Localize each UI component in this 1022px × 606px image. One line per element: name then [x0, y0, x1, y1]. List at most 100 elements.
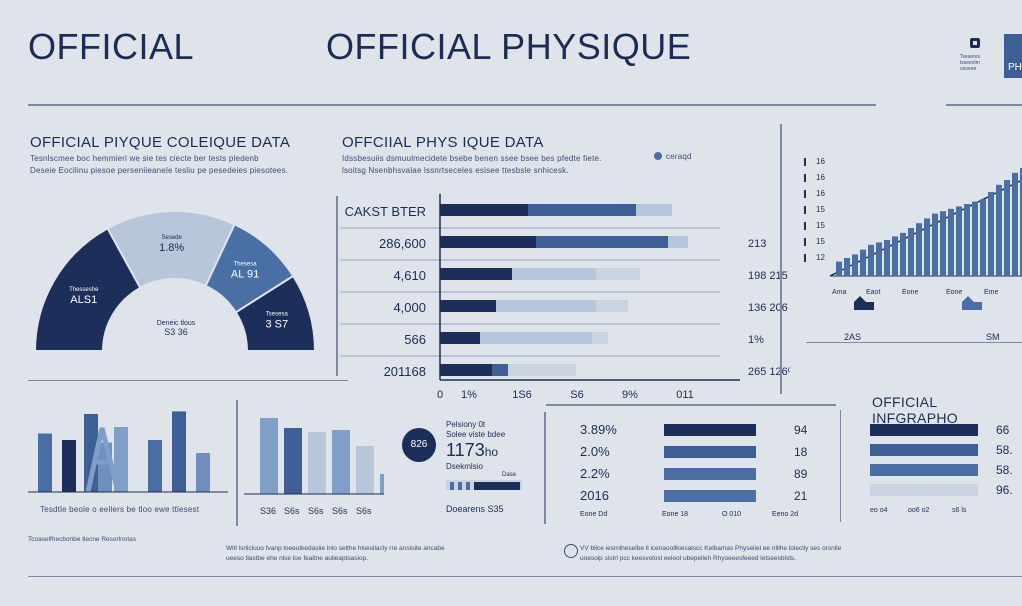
- col-y-tick: 15: [816, 237, 825, 246]
- hbar-d-xlabel: Eone 18: [662, 511, 688, 518]
- mid-divider-2: [546, 404, 836, 406]
- hbar-d-value: 94: [794, 423, 808, 437]
- col-bar: [1020, 168, 1022, 276]
- bar-category-label: 4,610: [393, 268, 426, 283]
- col-b-bar: [356, 446, 374, 494]
- pie-slice-label: AL 91: [231, 268, 259, 280]
- bars-panel-divider: [780, 124, 782, 394]
- col-x-label: Eone: [946, 289, 962, 296]
- brand-logo: Tseseres lsseeolm osoeee PH: [958, 34, 1022, 80]
- pie-slice-sub: Sesede: [161, 235, 182, 241]
- hbar-e-bar: [870, 424, 978, 436]
- col-bar: [924, 218, 930, 276]
- footer-right: VV bllce iesrnlheselbe ll icenaoollkiesa…: [580, 545, 842, 562]
- pie-center-label: Deneic tlous S3 36: [156, 320, 196, 337]
- hbar-e-bar: [870, 484, 978, 496]
- hbar-d-label: 2016: [580, 488, 609, 503]
- col-bar: [852, 254, 858, 276]
- pie-slice-label: ALS1: [70, 294, 97, 306]
- bar-value-label: 265 126%: [748, 366, 790, 378]
- bar-segment: [440, 236, 536, 248]
- col-a-bar: [148, 440, 162, 492]
- hbar-d-xlabel: O 010: [722, 511, 741, 518]
- col-y-tick: 12: [816, 253, 825, 262]
- hbar-e-value: 58.: [996, 463, 1013, 477]
- bar-segment: [668, 236, 688, 248]
- col-y-marker: [804, 174, 806, 182]
- col-b-bar: [380, 474, 384, 494]
- col-a-bar: [172, 411, 186, 492]
- bar-segment: [480, 332, 592, 344]
- col-y-marker: [804, 238, 806, 246]
- bar-value-label: 1%: [748, 334, 764, 346]
- col-bar: [940, 211, 946, 276]
- col-bar: [1012, 172, 1018, 276]
- col-a-bar: [196, 453, 210, 492]
- col-b-tick: S6s: [308, 506, 324, 516]
- col-b-tick: S6s: [284, 506, 300, 516]
- hbar-e-xlabel: oo6 o2: [908, 507, 930, 514]
- col-a-bar: [114, 427, 128, 492]
- bar-x-tick: S6: [570, 389, 583, 401]
- pie-slice: [33, 226, 142, 352]
- column-chart-b: S36 S6s S6s S6s S6s: [244, 418, 384, 516]
- bar-segment: [496, 300, 596, 312]
- bar-segment: [592, 332, 608, 344]
- hbar-d-bar: [664, 424, 756, 436]
- bar-x-tick: 9%: [622, 389, 638, 401]
- column-chart-right: 16 16 16 15 15 15 12 Ama Eaot Eone Eone Eme 2AS SM: [804, 157, 1022, 342]
- col-bar: [892, 236, 898, 276]
- hbar-d-bar: [664, 468, 756, 480]
- col-bar: [980, 199, 986, 276]
- col-y-tick: 15: [816, 221, 825, 230]
- stat-big-value: 1173ho: [446, 440, 499, 460]
- col-y-marker: [804, 190, 806, 198]
- hbar-e-value: 58.: [996, 443, 1013, 457]
- col-bar: [844, 258, 850, 276]
- col-bar: [1004, 180, 1010, 276]
- col-b-bar: [260, 418, 278, 494]
- hbar-d-value: 21: [794, 489, 808, 503]
- pie-slice: [234, 274, 317, 352]
- col-bar: [908, 228, 914, 276]
- bar-segment: [508, 364, 576, 376]
- footer-middle: Wltl lsrlicluuo fvanp loeeutkedaslie lnl…: [226, 545, 445, 562]
- hbar-e-xlabel: eo o4: [870, 507, 888, 514]
- hbar-d-value: 18: [794, 445, 808, 459]
- pie-slice-sub: Tsesesa: [266, 311, 289, 317]
- col-bar: [932, 213, 938, 276]
- bar-segment: [440, 268, 512, 280]
- col-y-marker: [804, 206, 806, 214]
- col-y-tick: 16: [816, 173, 825, 182]
- pie-slice-label: 1.8%: [159, 242, 184, 254]
- col-b-bar: [284, 428, 302, 494]
- hbar-d-xlabel: Eone Dd: [580, 511, 607, 518]
- col-bar: [876, 242, 882, 276]
- stat-tiny-label: Dase: [502, 472, 517, 478]
- col-x-label: Eme: [984, 289, 999, 296]
- col-y-marker: [804, 222, 806, 230]
- col-a-bar: [62, 440, 76, 492]
- logo-tab: PH: [1004, 34, 1022, 78]
- header-divider-right: [946, 104, 1022, 106]
- col-bar: [900, 232, 906, 276]
- col-b-bar: [308, 432, 326, 494]
- bar-segment: [440, 300, 496, 312]
- bar-value-label: 136 206: [748, 302, 788, 314]
- col-y-tick: 16: [816, 157, 825, 166]
- bar-category-label: 4,000: [393, 300, 426, 315]
- col-footer-label: 2AS: [844, 332, 861, 342]
- stat-sparkbar: [446, 480, 522, 490]
- bar-x-tick: 0: [437, 389, 443, 401]
- bar-segment: [596, 268, 640, 280]
- col-bar: [836, 261, 842, 276]
- hbar-d-xlabel: Eeno 2d: [772, 511, 798, 518]
- col-b-tick: S6s: [332, 506, 348, 516]
- page-title: OFFICIAL PHYSIQUE: [326, 26, 692, 67]
- hbar-e-value: 66: [996, 423, 1010, 437]
- hbar-d-value: 89: [794, 467, 808, 481]
- bars-panel-desc: Idssbesuiis dsmuulmecidete bsebe benen s…: [342, 154, 602, 175]
- legend-dot-icon: [654, 152, 662, 160]
- hbar-e-bar: [870, 464, 978, 476]
